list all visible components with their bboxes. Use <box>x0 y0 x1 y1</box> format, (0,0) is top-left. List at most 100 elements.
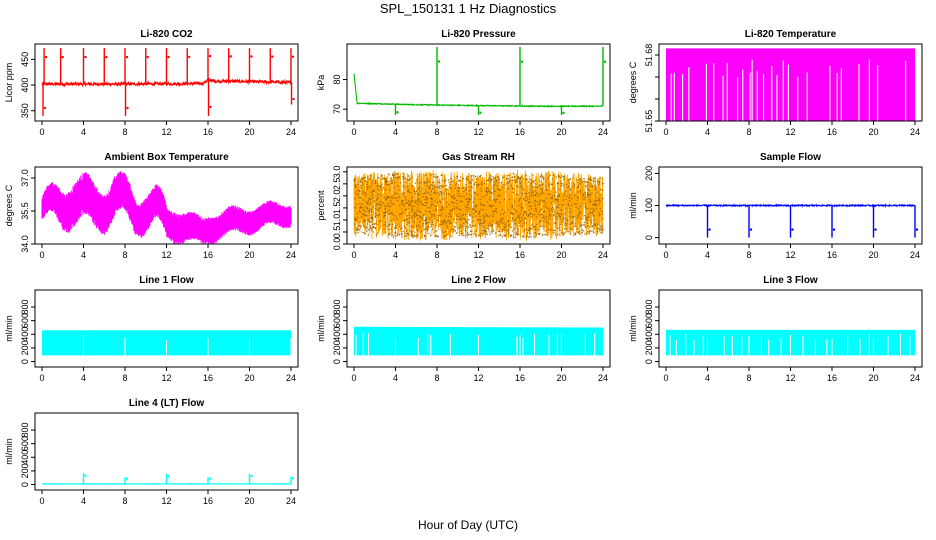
series-point <box>499 201 501 204</box>
series-point <box>416 209 418 211</box>
chart-panel-5: Gas Stream RH0 4 8 12 16 20 240.00.51.01.52.02… <box>316 152 611 260</box>
series-point <box>407 217 409 220</box>
series-point <box>357 189 360 192</box>
series-point <box>479 235 481 237</box>
series-point <box>530 189 532 191</box>
series-point <box>445 223 447 225</box>
series-point <box>524 218 526 220</box>
series-point <box>419 216 421 218</box>
series-point <box>553 232 555 234</box>
x-tick-label: 16 <box>515 250 525 260</box>
x-tick-label: 8 <box>434 373 439 383</box>
series-point <box>483 226 486 228</box>
series-point <box>465 198 467 201</box>
series-point <box>525 196 528 198</box>
series-point <box>412 205 415 208</box>
series-point <box>566 223 568 225</box>
series-point <box>378 189 380 191</box>
series-point <box>465 183 468 186</box>
series-point <box>471 187 473 189</box>
series-point <box>521 192 523 194</box>
series-point <box>433 175 436 178</box>
series-point <box>360 226 362 228</box>
series-point <box>466 188 468 191</box>
series-point <box>510 186 512 188</box>
series-point <box>591 230 593 232</box>
series-point <box>427 206 430 209</box>
series-point <box>379 207 382 209</box>
series-point <box>580 218 582 220</box>
series-point <box>431 216 433 218</box>
series-point <box>541 175 544 178</box>
series-point <box>482 215 485 217</box>
series-point <box>525 192 528 195</box>
series-point <box>516 233 518 235</box>
series-point <box>495 208 497 210</box>
series-point <box>505 234 507 236</box>
series-point <box>545 230 547 232</box>
series-point <box>528 195 531 197</box>
x-tick-label: 24 <box>598 373 608 383</box>
series-point <box>411 233 413 235</box>
series-point <box>519 225 521 227</box>
series-point <box>406 215 408 217</box>
series-point <box>550 197 552 199</box>
series-point <box>464 227 467 230</box>
series-point <box>507 188 509 190</box>
series-point <box>564 193 566 195</box>
series-point <box>481 225 483 227</box>
series-point <box>459 193 462 195</box>
series-point <box>596 223 599 226</box>
series-point <box>516 231 518 234</box>
series-point <box>367 219 369 221</box>
series-point <box>414 193 416 195</box>
series-point <box>569 197 571 199</box>
series-point <box>508 198 511 201</box>
series-point <box>458 187 460 190</box>
series-point <box>387 204 389 207</box>
x-tick-label: 0 <box>39 496 44 506</box>
series-point <box>370 211 373 213</box>
series-point <box>557 213 560 215</box>
series-point <box>434 200 436 202</box>
series-point <box>488 204 490 207</box>
series-point <box>425 204 427 206</box>
x-tick-label: 4 <box>393 250 398 260</box>
series-point <box>368 229 370 231</box>
y-axis-label: ml/min <box>4 438 14 465</box>
series-point <box>503 184 505 186</box>
series-point <box>476 193 479 196</box>
series-point <box>425 201 427 204</box>
series-point <box>418 174 420 176</box>
plot-frame <box>34 289 299 368</box>
series-point <box>587 193 590 196</box>
series-point <box>530 212 532 215</box>
x-tick-label: 12 <box>161 373 171 383</box>
series-point <box>368 198 370 200</box>
series-point <box>405 227 407 230</box>
series-point <box>586 219 589 221</box>
series-point <box>533 226 535 228</box>
series-point <box>432 224 434 226</box>
series-point <box>441 195 443 197</box>
series-point <box>498 178 500 180</box>
x-tick-label: 16 <box>203 250 213 260</box>
series-point <box>462 178 464 180</box>
x-tick-label: 20 <box>244 127 254 137</box>
series-point <box>410 235 413 237</box>
series-point <box>459 217 462 220</box>
series-point <box>391 234 393 236</box>
series-point <box>522 194 524 196</box>
series-point <box>418 186 420 188</box>
x-tick-label: 16 <box>827 373 837 383</box>
series-point <box>407 190 409 192</box>
spike-point <box>43 106 47 110</box>
series-point <box>578 230 581 233</box>
series-point <box>522 236 525 238</box>
series-point <box>369 226 372 229</box>
series-point <box>422 214 425 216</box>
series-point <box>471 230 473 233</box>
series-point <box>559 234 561 236</box>
series-point <box>548 218 550 220</box>
series-point <box>534 186 536 189</box>
